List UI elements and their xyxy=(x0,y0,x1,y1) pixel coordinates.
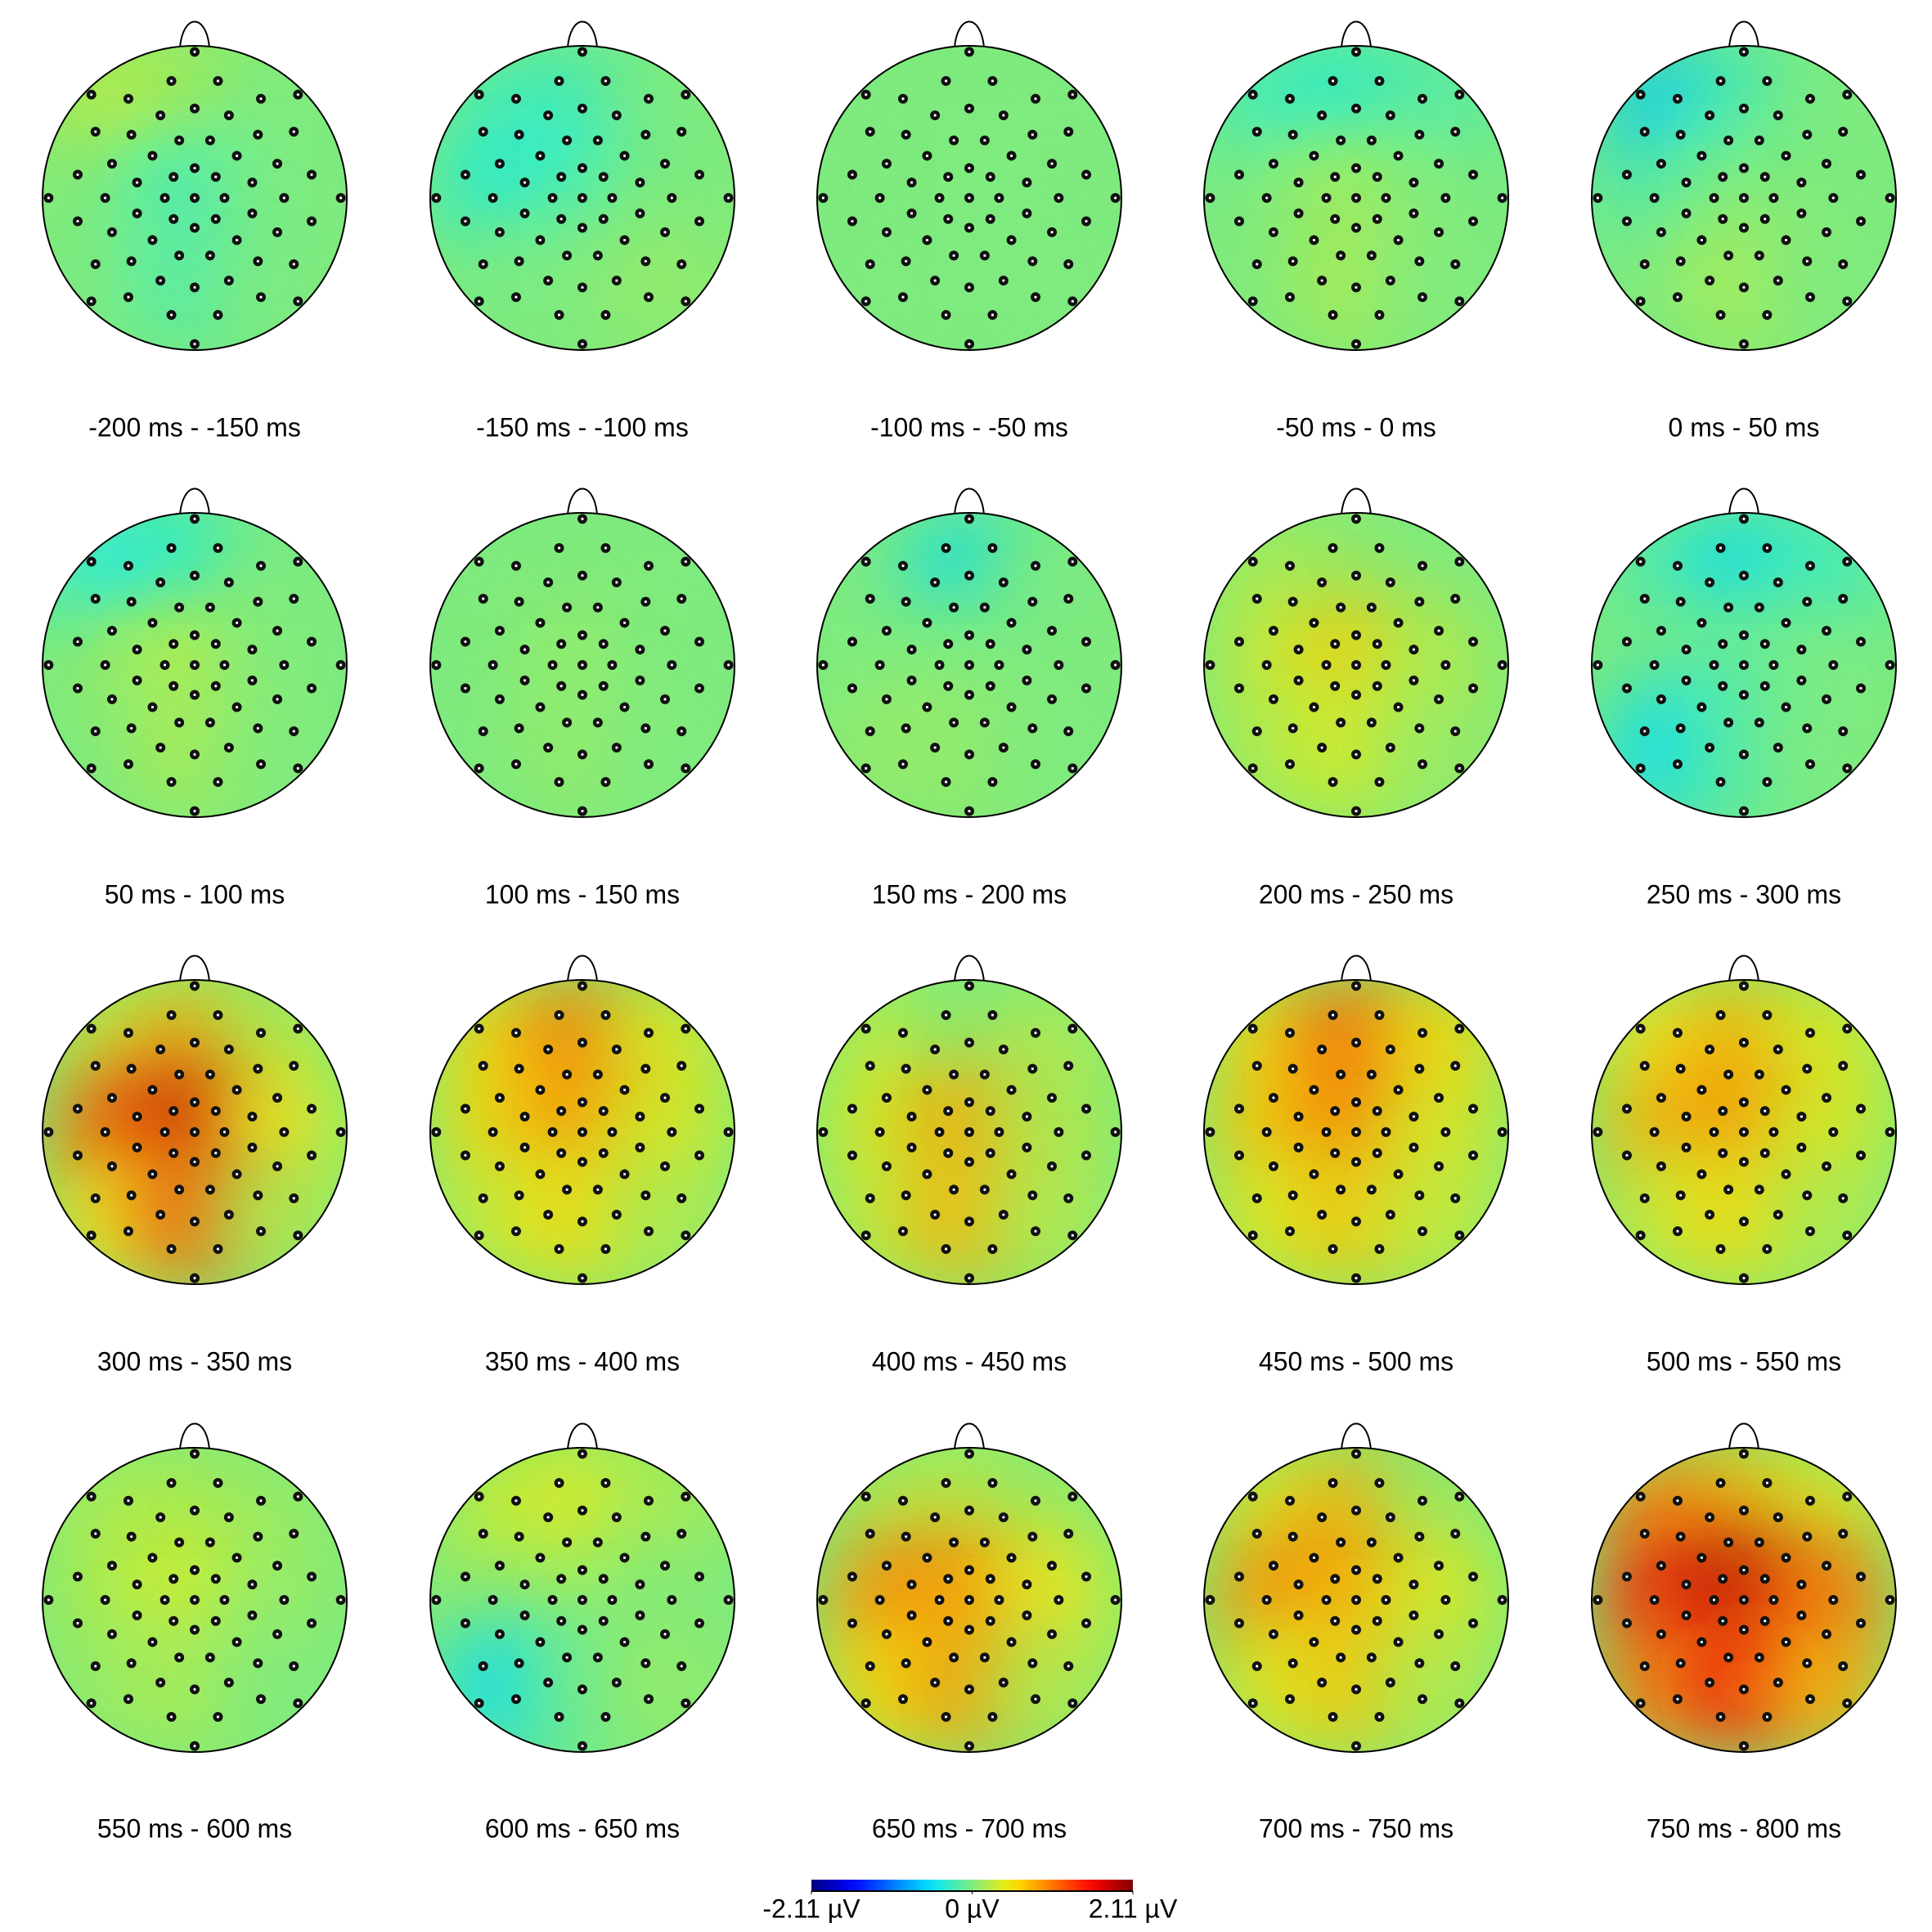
topomap xyxy=(42,20,348,351)
nose xyxy=(567,955,598,982)
head-outline xyxy=(42,512,348,818)
map-title: 250 ms - 300 ms xyxy=(1647,879,1841,909)
field xyxy=(430,1448,735,1752)
map-title: 100 ms - 150 ms xyxy=(485,879,680,909)
head-outline xyxy=(42,45,348,351)
topomap xyxy=(429,487,735,818)
nose xyxy=(179,20,210,48)
colorbar-tick-label: -2.11 µV xyxy=(762,1894,860,1923)
map-title: 0 ms - 50 ms xyxy=(1669,412,1820,442)
map-title: 500 ms - 550 ms xyxy=(1647,1346,1841,1376)
head-outline xyxy=(816,1447,1122,1753)
map-title: 400 ms - 450 ms xyxy=(872,1346,1067,1376)
nose xyxy=(567,1422,598,1450)
topomap xyxy=(429,20,735,351)
topomap xyxy=(429,1422,735,1753)
nose xyxy=(1728,20,1759,48)
head-outline xyxy=(816,979,1122,1285)
map-title: 200 ms - 250 ms xyxy=(1259,879,1453,909)
topomap xyxy=(1203,487,1509,818)
map-title: 550 ms - 600 ms xyxy=(97,1813,292,1843)
head-outline xyxy=(429,1447,735,1753)
map-title: 150 ms - 200 ms xyxy=(872,879,1067,909)
nose xyxy=(567,487,598,515)
map-title: 50 ms - 100 ms xyxy=(105,879,285,909)
map-title: -150 ms - -100 ms xyxy=(476,412,689,442)
field xyxy=(43,513,347,817)
head-outline xyxy=(816,512,1122,818)
colorbar-tick-label: 2.11 µV xyxy=(1089,1894,1178,1923)
topomap xyxy=(429,955,735,1285)
map-title: 450 ms - 500 ms xyxy=(1259,1346,1453,1376)
field xyxy=(817,513,1121,817)
head-outline xyxy=(1591,979,1897,1285)
topomap xyxy=(816,955,1122,1285)
topomap xyxy=(1591,1422,1897,1753)
head-outline xyxy=(816,45,1122,351)
head-outline xyxy=(1203,45,1509,351)
head-outline xyxy=(429,45,735,351)
topomap xyxy=(1591,487,1897,818)
head-outline xyxy=(1203,512,1509,818)
head-outline xyxy=(429,512,735,818)
head-outline xyxy=(42,1447,348,1753)
field xyxy=(1204,1448,1508,1752)
map-title: 600 ms - 650 ms xyxy=(485,1813,680,1843)
nose xyxy=(1728,1422,1759,1450)
nose xyxy=(954,20,985,48)
map-title: -50 ms - 0 ms xyxy=(1276,412,1436,442)
map-title: 650 ms - 700 ms xyxy=(872,1813,1067,1843)
map-title: 750 ms - 800 ms xyxy=(1647,1813,1841,1843)
nose xyxy=(1728,955,1759,982)
map-title: 700 ms - 750 ms xyxy=(1259,1813,1453,1843)
topomap xyxy=(816,20,1122,351)
map-title: -200 ms - -150 ms xyxy=(88,412,301,442)
nose xyxy=(954,487,985,515)
nose xyxy=(567,20,598,48)
head-outline xyxy=(42,979,348,1285)
nose xyxy=(1341,1422,1372,1450)
colorbar-tick-label: 0 µV xyxy=(945,1894,1000,1923)
topomap xyxy=(42,955,348,1285)
map-title: 300 ms - 350 ms xyxy=(97,1346,292,1376)
map-title: 350 ms - 400 ms xyxy=(485,1346,680,1376)
nose xyxy=(179,1422,210,1450)
head-outline xyxy=(429,979,735,1285)
topomap xyxy=(816,1422,1122,1753)
nose xyxy=(1341,955,1372,982)
map-title: -100 ms - -50 ms xyxy=(870,412,1068,442)
nose xyxy=(179,955,210,982)
head-outline xyxy=(1203,1447,1509,1753)
topomap xyxy=(42,1422,348,1753)
topomap xyxy=(42,487,348,818)
topomap xyxy=(1203,955,1509,1285)
nose xyxy=(954,955,985,982)
nose xyxy=(1341,20,1372,48)
head-outline xyxy=(1591,512,1897,818)
topomap xyxy=(1591,20,1897,351)
nose xyxy=(1728,487,1759,515)
topomap xyxy=(1203,20,1509,351)
nose xyxy=(179,487,210,515)
topomap xyxy=(816,487,1122,818)
colorbar xyxy=(811,1880,1133,1891)
head-outline xyxy=(1203,979,1509,1285)
head-outline xyxy=(1591,45,1897,351)
topomap xyxy=(1203,1422,1509,1753)
head-outline xyxy=(1591,1447,1897,1753)
nose xyxy=(1341,487,1372,515)
nose xyxy=(954,1422,985,1450)
topomap xyxy=(1591,955,1897,1285)
